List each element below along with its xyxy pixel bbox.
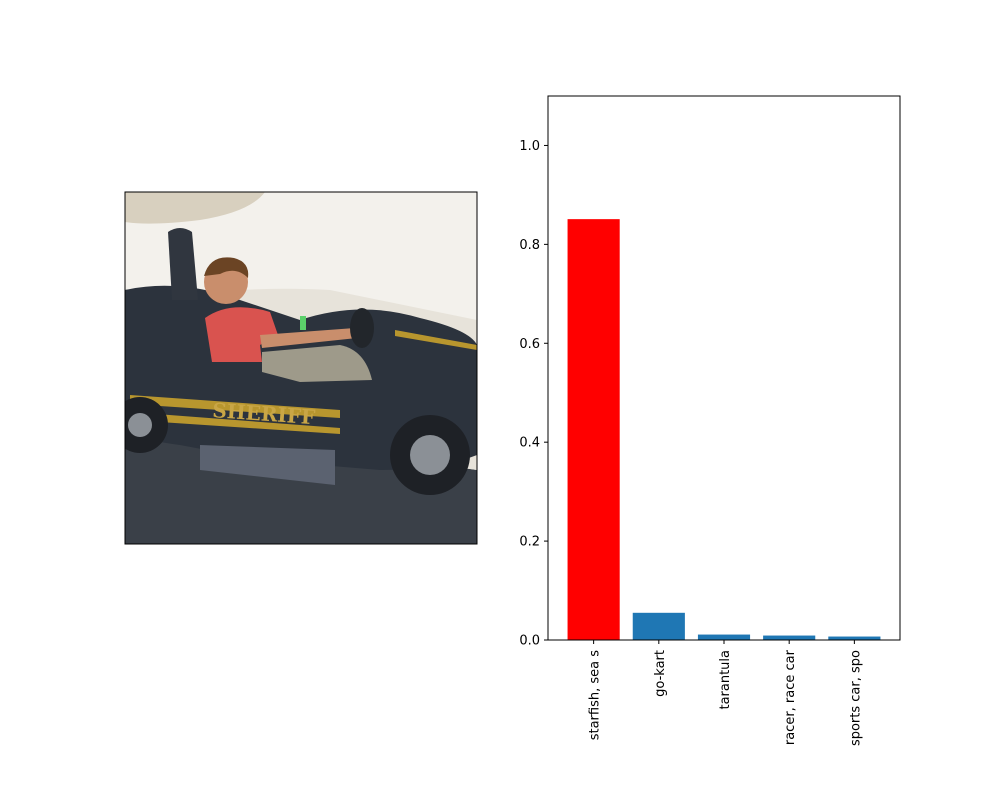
bar-chart: 0.0 0.2 0.4 0.6 0.8 1.0 starfish, sea s go-kar… (519, 95, 901, 746)
kart-stripe-shape (395, 330, 477, 350)
bars-group (567, 219, 881, 640)
kart-stripe-shape (130, 412, 340, 434)
kart-stripe-shape (130, 395, 340, 418)
x-tick-label: sports car, spo (848, 650, 863, 746)
rear-hub-shape (128, 413, 152, 437)
awning-shape (125, 192, 265, 224)
boy-legs-shape (262, 345, 372, 382)
bar-1 (632, 612, 685, 640)
steering-wheel-shape (350, 308, 374, 348)
bar-0 (567, 219, 620, 640)
y-tick-label: 0.2 (519, 535, 540, 550)
bar-2 (697, 634, 751, 640)
y-tick-label: 0.6 (519, 337, 540, 352)
photo-frame (124, 191, 478, 545)
x-tick-label: go-kart (653, 650, 668, 697)
y-tick-label: 0.8 (519, 238, 540, 253)
kart-seat-shape (168, 228, 198, 300)
x-axis-ticks: starfish, sea s go-kart tarantula racer, ra… (588, 640, 863, 746)
y-axis-ticks: 0.0 0.2 0.4 0.6 0.8 1.0 (519, 139, 548, 649)
bar-4 (828, 636, 881, 640)
photo-panel: SHERIFF (124, 191, 478, 545)
bar-3 (763, 635, 816, 640)
kart-sidepod-shape (200, 445, 335, 485)
x-tick-label: tarantula (718, 650, 733, 710)
boy-shirt-shape (205, 307, 278, 362)
x-tick-label: starfish, sea s (588, 650, 603, 741)
axes-frame (547, 95, 901, 641)
boy-hair-shape (204, 257, 249, 278)
front-hub-shape (410, 435, 450, 475)
wristband-shape (300, 316, 306, 330)
y-tick-label: 1.0 (519, 139, 540, 154)
y-tick-label: 0.0 (519, 634, 540, 649)
boy-arm-shape (260, 328, 357, 348)
x-tick-label: racer, race car (783, 649, 798, 745)
y-tick-label: 0.4 (519, 436, 540, 451)
